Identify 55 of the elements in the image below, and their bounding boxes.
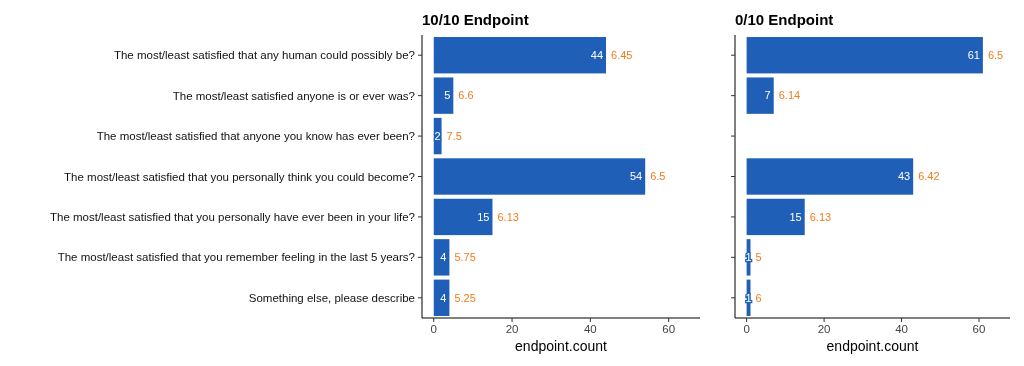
y-tick-label: The most/least satisfied that anyone you know has ever been? xyxy=(96,130,415,143)
bar xyxy=(433,279,450,316)
annotation: 6.13 xyxy=(809,210,832,223)
data-label: 61 xyxy=(967,49,980,62)
x-axis-title: endpoint.count xyxy=(515,338,608,354)
data-label: 54 xyxy=(629,170,643,183)
x-tick-label: 0 xyxy=(743,323,750,335)
bar xyxy=(433,239,450,276)
x-tick-label: 20 xyxy=(817,323,831,335)
data-label: 1 xyxy=(745,291,752,304)
bar xyxy=(433,198,493,236)
x-tick-label: 60 xyxy=(972,323,986,335)
annotation: 6 xyxy=(755,291,762,304)
data-label: 5 xyxy=(444,89,451,102)
x-tick-label: 40 xyxy=(895,323,908,335)
bar xyxy=(746,37,983,74)
data-label: 43 xyxy=(897,170,911,183)
y-tick-label: The most/least satisfied that you personally have ever been in your life? xyxy=(49,210,415,223)
annotation: 5.75 xyxy=(454,251,476,264)
data-label: 44 xyxy=(590,49,604,62)
annotation: 6.45 xyxy=(611,49,633,62)
annotation: 6.13 xyxy=(497,210,519,223)
bar xyxy=(746,77,774,114)
y-tick-label: Something else, please describe xyxy=(248,291,415,304)
chart-title: 10/10 Endpoint xyxy=(422,11,529,28)
data-label: 15 xyxy=(789,210,802,223)
annotation: 6.6 xyxy=(458,89,474,102)
x-tick-label: 20 xyxy=(505,323,519,335)
x-tick-label: 60 xyxy=(662,323,676,335)
x-tick-label: 40 xyxy=(583,323,597,335)
y-tick-label: The most/least satisfied that any human could possibly be? xyxy=(113,49,415,62)
x-tick-label: 0 xyxy=(430,323,437,335)
data-label: 1 xyxy=(745,251,752,264)
data-label: 7 xyxy=(764,89,771,102)
bar xyxy=(433,77,454,114)
data-label: 15 xyxy=(477,210,490,223)
bar xyxy=(433,37,607,74)
chart-title: 0/10 Endpoint xyxy=(735,11,834,28)
bar xyxy=(433,158,646,195)
annotation: 5 xyxy=(755,251,762,264)
y-tick-label: The most/least satisfied anyone is or ever was? xyxy=(172,89,415,102)
bar xyxy=(746,198,805,236)
data-label: 4 xyxy=(440,291,447,304)
y-tick-label: The most/least satisfied that you remember feeling in the last 5 years? xyxy=(57,251,415,264)
annotation: 6.5 xyxy=(650,170,666,183)
y-tick-label: The most/least satisfied that you personally think you could become? xyxy=(64,170,415,183)
annotation: 6.5 xyxy=(987,49,1004,62)
annotation: 7.5 xyxy=(446,129,462,142)
annotation: 6.14 xyxy=(778,89,801,102)
bar xyxy=(746,158,914,195)
x-axis-title: endpoint.count xyxy=(826,338,919,354)
annotation: 5.25 xyxy=(454,291,476,304)
data-label: 4 xyxy=(440,251,447,264)
data-label: 2 xyxy=(434,129,441,142)
annotation: 6.42 xyxy=(918,170,940,183)
